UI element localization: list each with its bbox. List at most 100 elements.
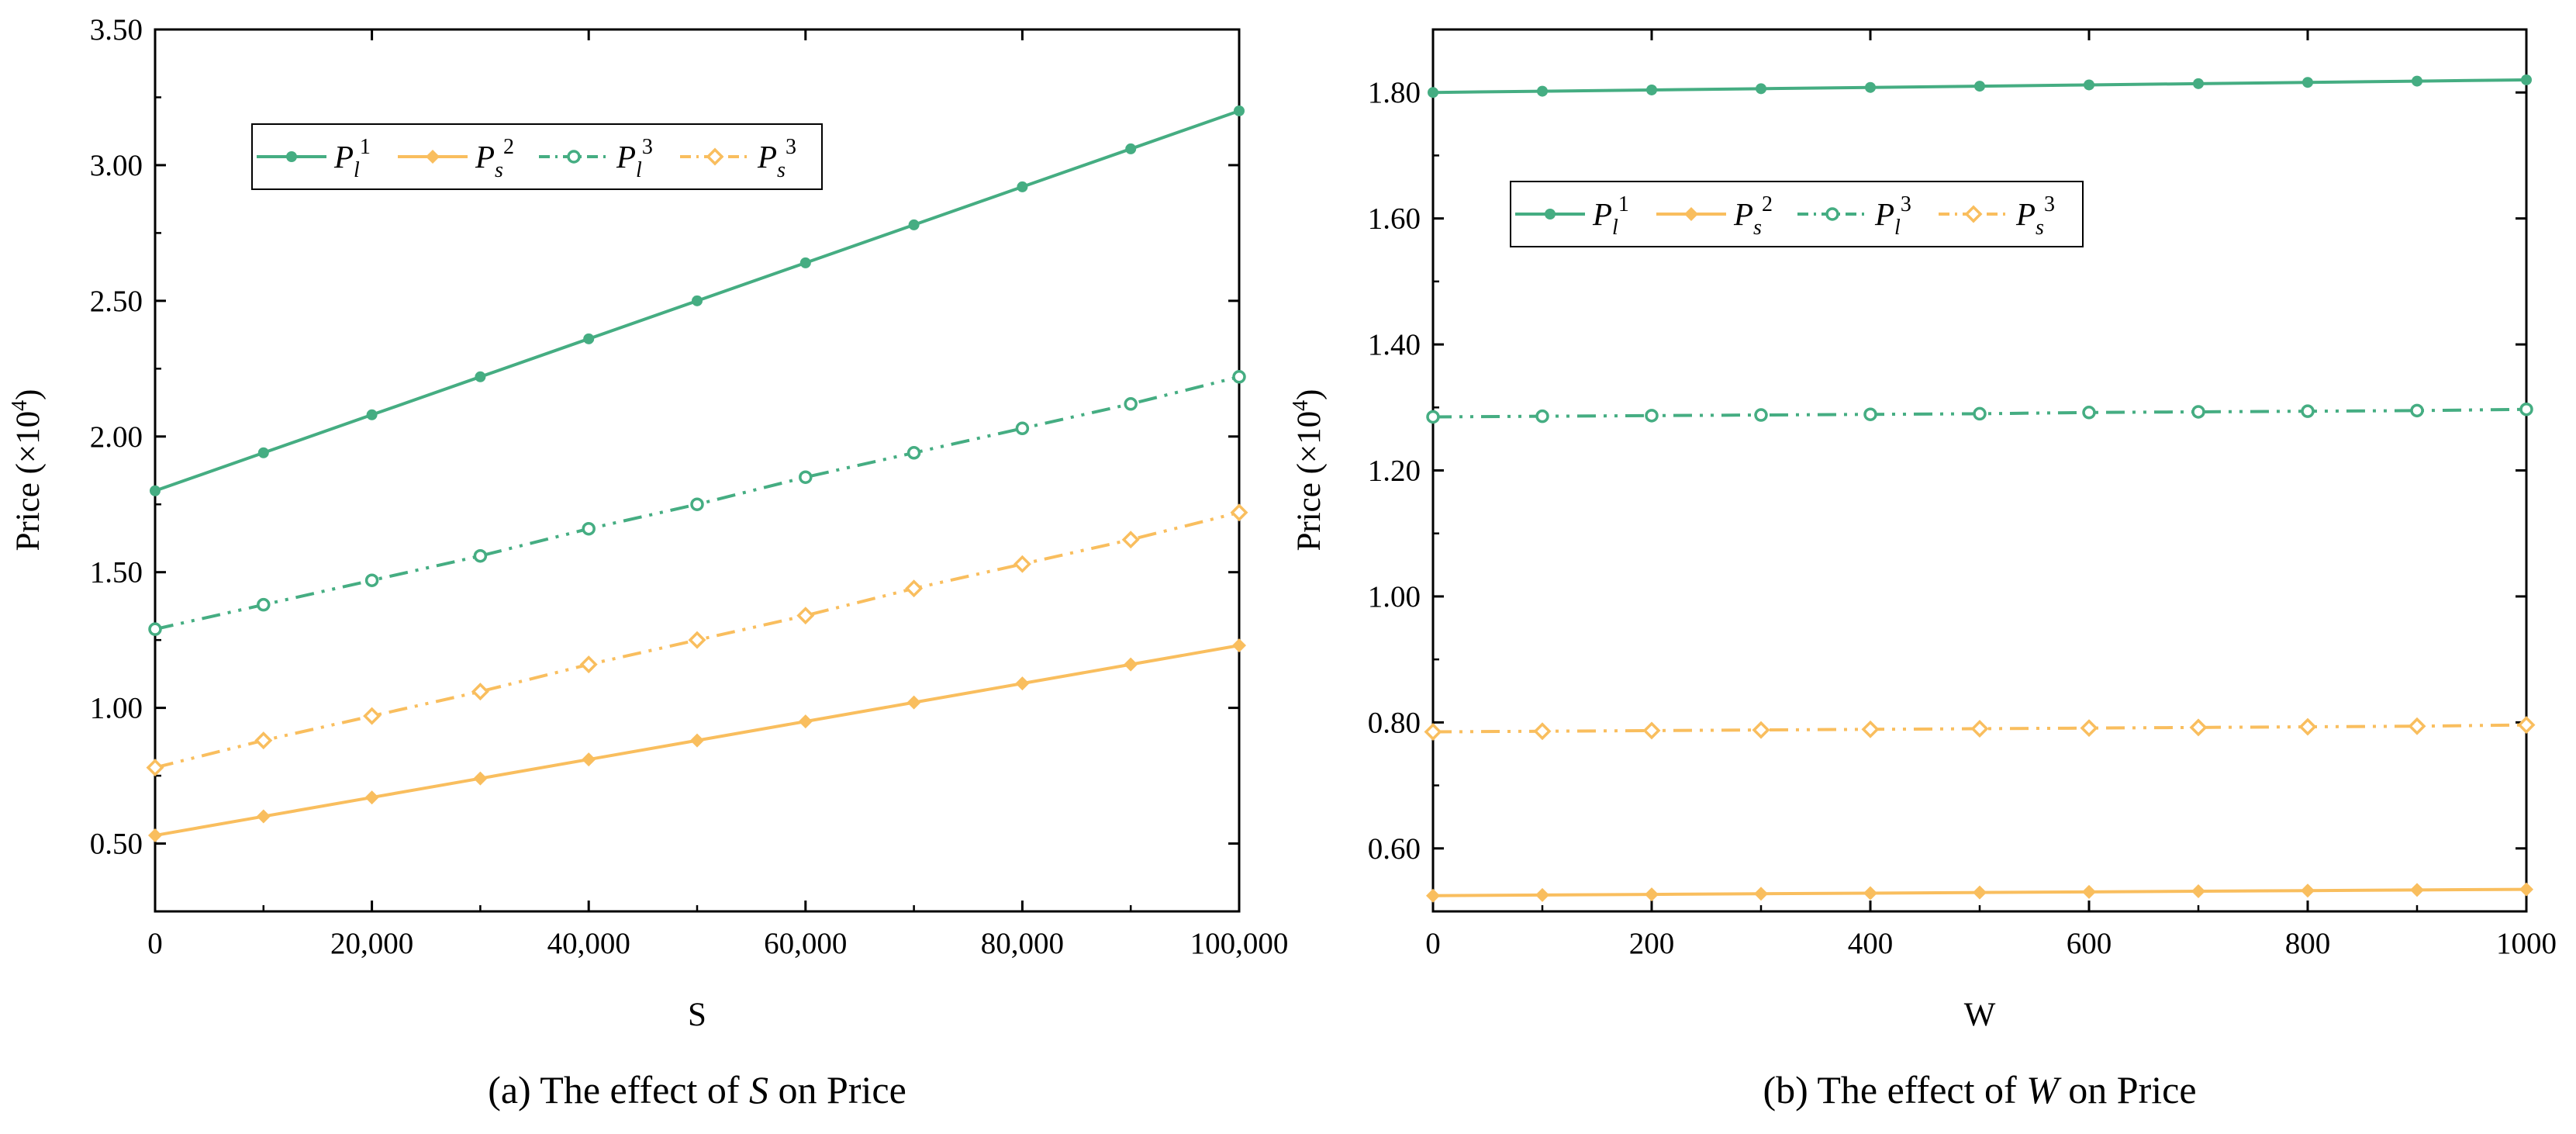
- data-point-series-1: [1754, 887, 1768, 901]
- legend-label-superscript: 2: [1762, 192, 1773, 216]
- data-point-series-3: [579, 655, 598, 674]
- data-point-series-0: [1537, 85, 1548, 97]
- y-tick-label: 1.20: [1368, 455, 1421, 488]
- data-point-series-2: [1124, 397, 1138, 411]
- data-point-series-2: [2082, 406, 2096, 420]
- data-point-series-3: [1752, 721, 1770, 739]
- data-point-series-0: [2412, 75, 2422, 87]
- data-point-series-1: [1232, 638, 1246, 653]
- data-point-series-0: [1428, 87, 1438, 99]
- x-tick-label: 60,000: [764, 927, 847, 960]
- data-point-series-2: [799, 470, 813, 484]
- legend-label-2: Pl3: [616, 135, 653, 182]
- y-axis-title-close: ): [1291, 389, 1328, 400]
- legend-label-superscript: 3: [642, 135, 653, 159]
- legend-marker-3: [706, 147, 724, 166]
- caption-variable: S: [749, 1068, 768, 1112]
- data-point-series-1: [148, 828, 162, 843]
- data-point-series-1: [690, 733, 704, 748]
- caption-prefix: (b) The effect of: [1763, 1068, 2026, 1112]
- y-tick-label: 2.50: [90, 285, 143, 318]
- legend: Pl1 Ps2 Pl3 Ps3: [251, 123, 823, 190]
- data-point-series-3: [1424, 723, 1442, 742]
- y-axis-title-exponent: 4: [8, 400, 32, 411]
- legend-label-subscript: s: [2036, 216, 2044, 240]
- data-point-series-0: [1125, 143, 1137, 154]
- x-tick-label: 100,000: [1190, 927, 1289, 960]
- data-point-series-2: [906, 446, 921, 460]
- data-point-series-1: [1645, 887, 1659, 902]
- x-tick-label: 40,000: [547, 927, 630, 960]
- data-point-series-2: [2410, 403, 2424, 418]
- data-point-series-3: [1230, 503, 1248, 522]
- data-point-series-0: [366, 409, 378, 420]
- y-tick-label: 1.00: [1368, 580, 1421, 614]
- legend-label-subscript: l: [1612, 216, 1618, 240]
- data-point-series-2: [1754, 408, 1768, 422]
- legend-label-subscript: s: [777, 158, 786, 182]
- legend-label-1: Ps2: [475, 135, 514, 182]
- data-point-series-3: [471, 683, 489, 701]
- y-axis-title-main: Price (×10: [1291, 411, 1328, 551]
- legend-marker-1: [1684, 207, 1698, 221]
- y-axis-title: Price (×104): [8, 389, 47, 551]
- legend-marker-3: [1964, 205, 1983, 223]
- data-point-series-1: [2519, 882, 2533, 897]
- legend-label-1: Ps2: [1733, 192, 1773, 240]
- y-tick-label: 1.60: [1368, 202, 1421, 236]
- data-point-series-1: [1973, 885, 1987, 900]
- legend-label-base: P: [616, 139, 636, 175]
- chart-panel-a: 0 20,000 40,000 60,000 80,000 100,000 0.50 1.00…: [8, 13, 1288, 1112]
- y-tick-label: 1.80: [1368, 76, 1421, 109]
- data-point-series-1: [1124, 657, 1138, 672]
- data-point-series-1: [1015, 676, 1030, 691]
- y-tick-label: 1.40: [1368, 328, 1421, 361]
- legend-label-3: Ps3: [2015, 192, 2055, 240]
- data-point-series-1: [2410, 883, 2424, 897]
- data-point-series-0: [2193, 78, 2204, 89]
- legend-label-base: P: [1874, 196, 1894, 232]
- data-point-series-0: [1865, 81, 1876, 93]
- legend-label-subscript: s: [1753, 216, 1762, 240]
- legend-label-subscript: l: [636, 158, 642, 182]
- x-tick-label: 800: [2285, 927, 2331, 960]
- legend-box: [251, 123, 823, 190]
- data-point-series-0: [908, 219, 920, 230]
- data-point-series-3: [688, 631, 706, 649]
- legend-label-0: Pl1: [1592, 192, 1629, 240]
- data-point-series-3: [796, 607, 815, 625]
- data-point-series-3: [146, 759, 164, 777]
- legend-marker-2: [567, 150, 581, 164]
- data-point-series-2: [1015, 421, 1030, 436]
- data-point-series-0: [2084, 79, 2094, 91]
- data-point-series-2: [582, 521, 596, 536]
- y-tick-label: 2.00: [90, 420, 143, 454]
- data-point-series-2: [1645, 409, 1659, 423]
- data-point-series-1: [2082, 884, 2096, 899]
- x-tick-label: 200: [1629, 927, 1675, 960]
- legend-label-base: P: [2015, 196, 2036, 232]
- data-point-series-2: [257, 597, 271, 612]
- data-point-series-3: [2517, 716, 2536, 735]
- chart-panel-b: 0 200 400 600 800 1000 0.60 0.80 1.00 1.20 1.40 1.6…: [1289, 28, 2557, 1112]
- legend-label-base: P: [1592, 196, 1612, 232]
- y-axis-title-close: ): [10, 389, 47, 400]
- x-axis-title: W: [1964, 997, 1996, 1033]
- legend-label-base: P: [757, 139, 777, 175]
- y-tick-label: 3.00: [90, 149, 143, 182]
- data-point-series-3: [1533, 722, 1552, 741]
- data-point-series-0: [2521, 74, 2532, 85]
- legend-label-subscript: l: [354, 158, 360, 182]
- legend-label-base: P: [475, 139, 495, 175]
- legend-label-superscript: 3: [1901, 192, 1911, 216]
- data-point-series-3: [1861, 720, 1880, 738]
- x-tick-label: 0: [1425, 927, 1441, 960]
- data-point-series-2: [2191, 405, 2205, 419]
- data-point-series-2: [473, 548, 488, 563]
- x-tick-label: 600: [2067, 927, 2112, 960]
- legend-label-2: Pl3: [1874, 192, 1911, 240]
- data-point-series-1: [1863, 886, 1877, 901]
- x-tick-label: 80,000: [981, 927, 1064, 960]
- data-point-series-3: [1013, 555, 1031, 573]
- legend-marker-0: [1545, 209, 1556, 220]
